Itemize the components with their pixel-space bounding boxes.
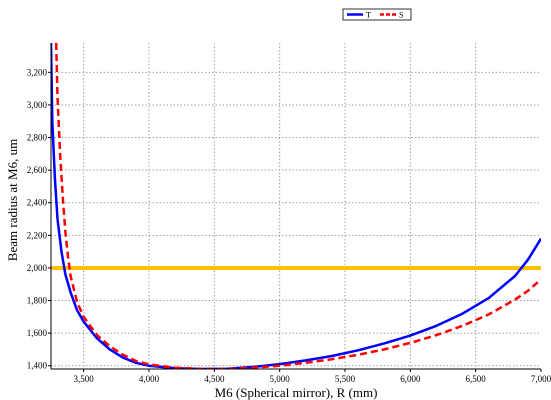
x-tick-label: 5,500 — [335, 374, 356, 384]
series-layer — [51, 43, 541, 369]
x-tick-label: 7,000 — [531, 374, 551, 384]
y-tick-label: 2,800 — [27, 133, 48, 143]
x-tick-label: 4,500 — [204, 374, 225, 384]
grid-layer — [51, 43, 541, 369]
x-tick-label: 5,000 — [270, 374, 291, 384]
legend-label-s: S — [399, 11, 403, 20]
x-axis-title: M6 (Spherical mirror), R (mm) — [215, 385, 378, 400]
y-tick-label: 2,600 — [27, 165, 48, 175]
y-axis-title: Beam radius at M6, um — [5, 139, 20, 261]
y-tick-label: 2,200 — [27, 230, 48, 240]
legend-box — [342, 8, 412, 21]
y-tick-label: 2,000 — [27, 263, 48, 273]
tick-labels: 3,500 4,000 4,500 5,000 5,500 6,000 6,500 7,000… — [27, 67, 551, 384]
x-tick-label: 6,000 — [400, 374, 421, 384]
y-tick-label: 1,600 — [27, 328, 48, 338]
y-tick-label: 1,400 — [27, 361, 48, 371]
legend-label-t: T — [366, 11, 371, 20]
y-tick-label: 3,000 — [27, 100, 48, 110]
series-line-t — [51, 43, 541, 369]
x-tick-label: 4,000 — [139, 374, 160, 384]
x-tick-label: 3,500 — [74, 374, 95, 384]
y-tick-label: 3,200 — [27, 67, 48, 77]
axes-layer — [48, 43, 542, 372]
y-tick-label: 1,800 — [27, 296, 48, 306]
y-tick-label: 2,400 — [27, 198, 48, 208]
x-tick-label: 6,500 — [466, 374, 487, 384]
series-line-s — [54, 43, 541, 369]
